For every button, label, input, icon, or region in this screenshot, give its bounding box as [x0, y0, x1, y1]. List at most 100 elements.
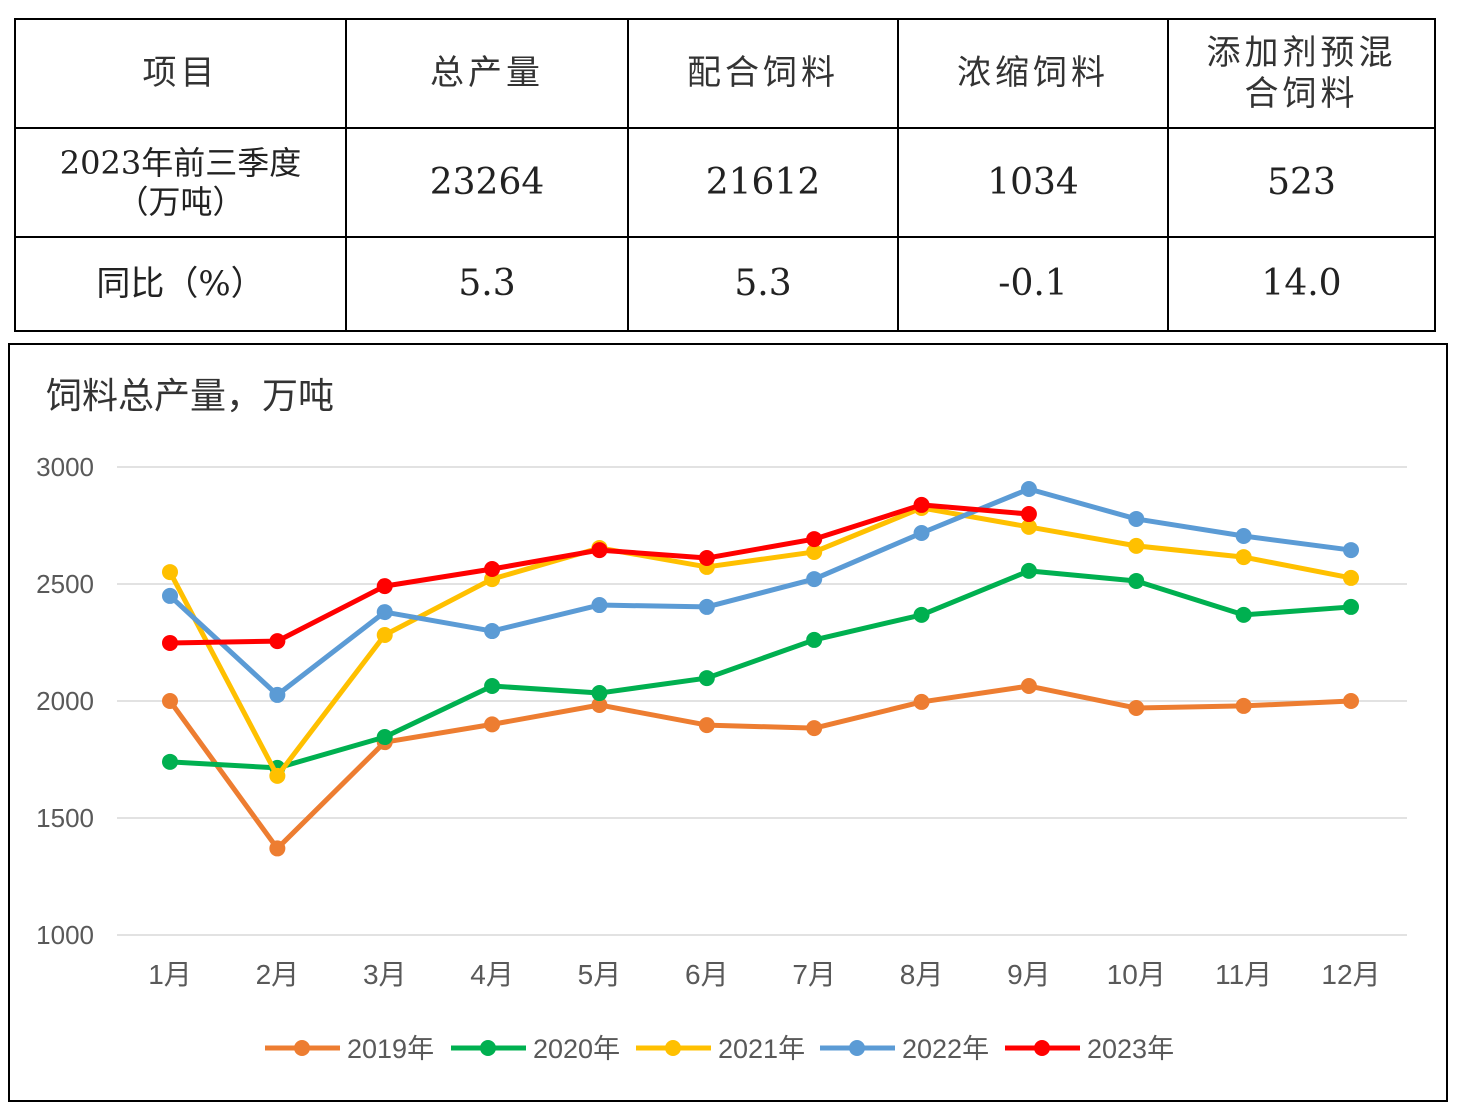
legend-label: 2020年	[533, 1034, 620, 1064]
x-tick-label: 9月	[1007, 959, 1051, 990]
series-line-2019年	[167, 683, 1352, 851]
chart-frame	[8, 343, 1448, 1102]
data-point	[806, 543, 823, 560]
data-point	[1128, 700, 1145, 717]
data-point	[269, 633, 286, 650]
cell: -0.1	[897, 236, 1169, 332]
x-tick-label: 4月	[470, 959, 514, 990]
data-point	[913, 496, 930, 513]
data-point	[484, 561, 501, 578]
data-point	[162, 753, 178, 770]
data-point	[269, 840, 286, 857]
data-point	[1020, 678, 1037, 695]
data-point	[806, 720, 823, 737]
legend-marker	[1034, 1040, 1050, 1056]
x-tick-label: 6月	[685, 959, 729, 990]
data-point	[269, 767, 286, 784]
header-item: 项目	[14, 18, 347, 129]
data-point	[1020, 506, 1037, 523]
data-point	[1128, 572, 1145, 589]
data-point	[913, 693, 930, 710]
data-point	[806, 571, 823, 588]
cell: 5.3	[345, 236, 629, 332]
data-point	[698, 670, 715, 687]
cell: 23264	[345, 127, 629, 238]
data-point	[1343, 598, 1359, 615]
data-point	[591, 696, 608, 713]
table-row: 同比（%） 5.3 5.3 -0.1 14.0	[14, 236, 1436, 332]
data-point	[1235, 697, 1252, 714]
x-tick-label: 8月	[900, 959, 944, 990]
header-concentrate: 浓缩饲料	[897, 18, 1169, 129]
data-point	[484, 716, 501, 733]
x-tick-label: 1月	[148, 959, 192, 990]
data-point	[269, 686, 286, 703]
y-tick-label: 2500	[36, 569, 94, 599]
data-point	[913, 524, 930, 541]
cell: 5.3	[627, 236, 899, 332]
data-point	[1020, 480, 1037, 497]
legend-marker	[849, 1040, 865, 1056]
data-point	[162, 634, 178, 651]
series-line-2022年	[168, 486, 1352, 698]
data-point	[806, 531, 823, 548]
legend-marker	[480, 1040, 496, 1056]
cell: 14.0	[1167, 236, 1436, 332]
x-tick-label: 3月	[363, 959, 407, 990]
x-tick-label: 5月	[578, 959, 622, 990]
y-tick-label: 1500	[36, 803, 94, 833]
data-point	[806, 631, 823, 648]
cell: 1034	[897, 127, 1169, 238]
header-total: 总产量	[345, 18, 629, 129]
series-line-2020年	[169, 568, 1352, 771]
legend-marker	[665, 1040, 681, 1056]
data-point	[1020, 562, 1037, 579]
x-tick-label: 12月	[1321, 959, 1380, 990]
legend-label: 2019年	[347, 1034, 434, 1064]
y-tick-label: 3000	[36, 452, 94, 482]
data-point	[484, 623, 501, 640]
data-point	[1235, 606, 1252, 623]
x-tick-label: 2月	[256, 959, 300, 990]
data-point	[591, 685, 608, 702]
data-point	[698, 550, 715, 567]
data-point	[1235, 549, 1252, 566]
data-point	[1343, 569, 1359, 586]
data-point	[1128, 537, 1145, 554]
data-point	[484, 678, 501, 695]
data-point	[1343, 693, 1359, 709]
data-point	[1128, 510, 1145, 527]
data-point	[376, 604, 393, 621]
x-tick-label: 7月	[792, 959, 836, 990]
data-point	[591, 597, 608, 614]
y-tick-label: 1000	[36, 920, 94, 950]
data-point	[376, 627, 393, 644]
data-point	[1020, 518, 1037, 535]
row-label: 同比（%）	[14, 236, 347, 332]
header-compound: 配合饲料	[627, 18, 899, 129]
data-point	[1235, 528, 1252, 545]
data-point	[698, 717, 715, 734]
y-tick-label: 2000	[36, 686, 94, 716]
x-tick-label: 11月	[1215, 959, 1272, 990]
table-header-row: 项目 总产量 配合饲料 浓缩饲料 添加剂预混合饲料	[14, 18, 1436, 129]
data-point	[913, 606, 930, 623]
legend-label: 2021年	[718, 1034, 805, 1064]
data-point	[376, 578, 393, 595]
table-row: 2023年前三季度（万吨） 23264 21612 1034 523	[14, 127, 1436, 238]
data-point	[162, 564, 178, 581]
data-point	[376, 729, 393, 746]
summary-table: 项目 总产量 配合饲料 浓缩饲料 添加剂预混合饲料 2023年前三季度（万吨） …	[14, 18, 1436, 332]
cell: 523	[1167, 127, 1436, 238]
data-point	[162, 587, 178, 604]
cell: 21612	[627, 127, 899, 238]
data-point	[591, 542, 608, 559]
x-tick-label: 10月	[1107, 959, 1166, 990]
legend-label: 2022年	[902, 1034, 989, 1064]
series-line-2021年	[167, 505, 1352, 779]
header-premix: 添加剂预混合饲料	[1167, 18, 1436, 129]
chart-title: 饲料总产量，万吨	[46, 376, 334, 417]
legend-label: 2023年	[1087, 1034, 1174, 1064]
legend-marker	[294, 1040, 310, 1056]
